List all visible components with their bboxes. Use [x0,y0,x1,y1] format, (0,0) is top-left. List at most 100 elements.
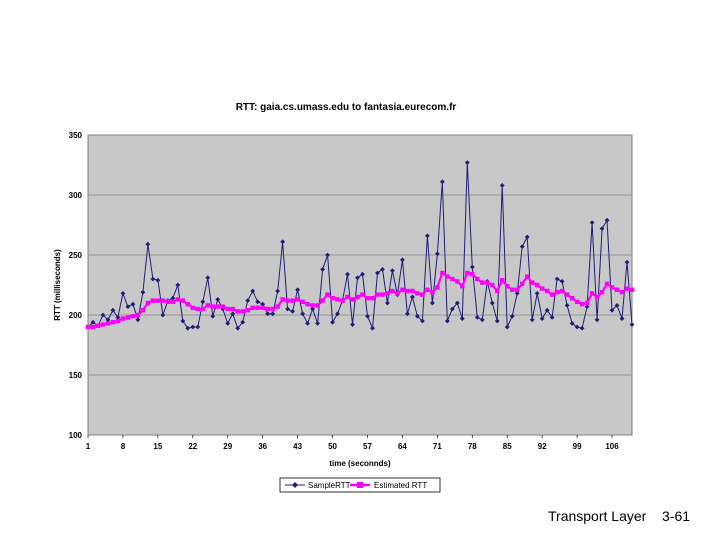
estimated-rtt-point [260,305,265,310]
sample-rtt-point [444,318,450,324]
sample-rtt-point [90,319,96,325]
sample-rtt-point [619,316,625,321]
sample-rtt-point [419,318,425,324]
sample-rtt-point [250,288,256,294]
sample-rtt-point [410,294,415,300]
estimated-rtt-point [200,306,205,312]
estimated-rtt-series [85,270,635,330]
sample-rtt-point [240,319,246,325]
estimated-rtt-point [290,298,295,303]
estimated-rtt-point [85,324,91,330]
estimated-rtt-point [265,306,270,312]
sample-rtt-point [335,311,340,317]
sample-rtt-point [574,324,580,330]
estimated-rtt-point [225,306,230,312]
x-tick-label: 71 [433,442,442,451]
estimated-rtt-point [95,323,101,328]
sample-rtt-point [534,291,540,296]
sample-rtt-point [225,321,231,326]
estimated-rtt-point [529,280,535,285]
estimated-rtt-point [100,322,106,327]
estimated-rtt-point [450,276,455,282]
x-tick-label: 64 [398,442,407,451]
sample-rtt-point [469,264,475,270]
x-tick-label: 50 [328,442,337,451]
sample-rtt-point [325,252,330,258]
sample-rtt-point [549,315,555,320]
sample-rtt-point [385,300,390,306]
sample-rtt-point [115,315,121,320]
estimated-rtt-point [559,288,565,294]
sample-rtt-point [100,312,106,318]
estimated-rtt-point [554,290,560,295]
sample-rtt-point [280,239,286,245]
sample-rtt-point [155,277,161,283]
estimated-rtt-point [380,292,385,297]
sample-rtt-point [454,300,460,306]
estimated-rtt-point [185,302,191,307]
estimated-rtt-point [624,286,630,291]
sample-rtt-point [285,306,291,312]
sample-rtt-point [260,301,266,307]
estimated-rtt-point [345,294,350,300]
sample-rtt-point [290,309,296,314]
sample-rtt-point [599,226,605,231]
footer-page-number: 3-61 [662,508,691,524]
estimated-rtt-point [614,287,620,292]
sample-rtt-point [295,287,301,293]
estimated-rtt-point [420,292,425,297]
sample-rtt-point [230,311,236,317]
sample-rtt-point [564,303,570,308]
estimated-rtt-point [510,287,515,292]
x-tick-label: 85 [503,442,512,451]
estimated-rtt-point [440,270,445,276]
estimated-rtt-point [480,280,485,285]
estimated-rtt-point [390,288,395,294]
estimated-rtt-point [350,297,355,302]
estimated-rtt-point [495,288,500,294]
chart-title: RTT: gaia.cs.umass.edu to fantasia.eurec… [236,102,457,113]
sample-rtt-point [439,179,445,185]
legend-estimated-label: Estimated RTT [374,481,427,490]
estimated-rtt-point [340,298,345,303]
estimated-rtt-point [170,299,176,304]
estimated-rtt-point [330,296,335,301]
sample-rtt-point [350,322,355,327]
sample-rtt-point [320,267,325,272]
estimated-rtt-point [215,304,220,309]
estimated-rtt-point [549,292,555,297]
legend-sample-marker [292,482,298,488]
sample-rtt-point [449,306,455,312]
sample-rtt-point [360,271,365,277]
estimated-rtt-point [539,286,545,291]
sample-rtt-point [554,276,560,282]
sample-rtt-point [130,301,136,307]
sample-rtt-point [105,317,111,323]
estimated-rtt-point [594,294,600,300]
sample-rtt-point [429,300,435,306]
estimated-rtt-point [629,287,635,292]
estimated-rtt-point [455,279,460,284]
sample-rtt-point [170,295,176,301]
sample-rtt-point [604,217,610,223]
legend-estimated-marker [357,482,363,488]
sample-rtt-point [370,325,375,331]
estimated-rtt-point [105,321,111,326]
estimated-rtt-point [125,315,131,320]
sample-rtt-point [120,291,126,296]
estimated-rtt-point [120,316,126,321]
sample-rtt-point [215,297,221,302]
sample-rtt-point [624,259,630,265]
sample-rtt-point [300,311,306,317]
sample-rtt-point [235,325,241,331]
estimated-rtt-point [275,304,280,309]
estimated-rtt-point [140,308,146,313]
sample-rtt-point [255,299,261,305]
estimated-rtt-point [589,291,595,296]
sample-rtt-point [559,279,565,284]
estimated-rtt-point [500,278,505,283]
estimated-rtt-point [415,291,420,296]
sample-rtt-point [310,306,315,312]
y-tick-label: 200 [69,311,83,320]
